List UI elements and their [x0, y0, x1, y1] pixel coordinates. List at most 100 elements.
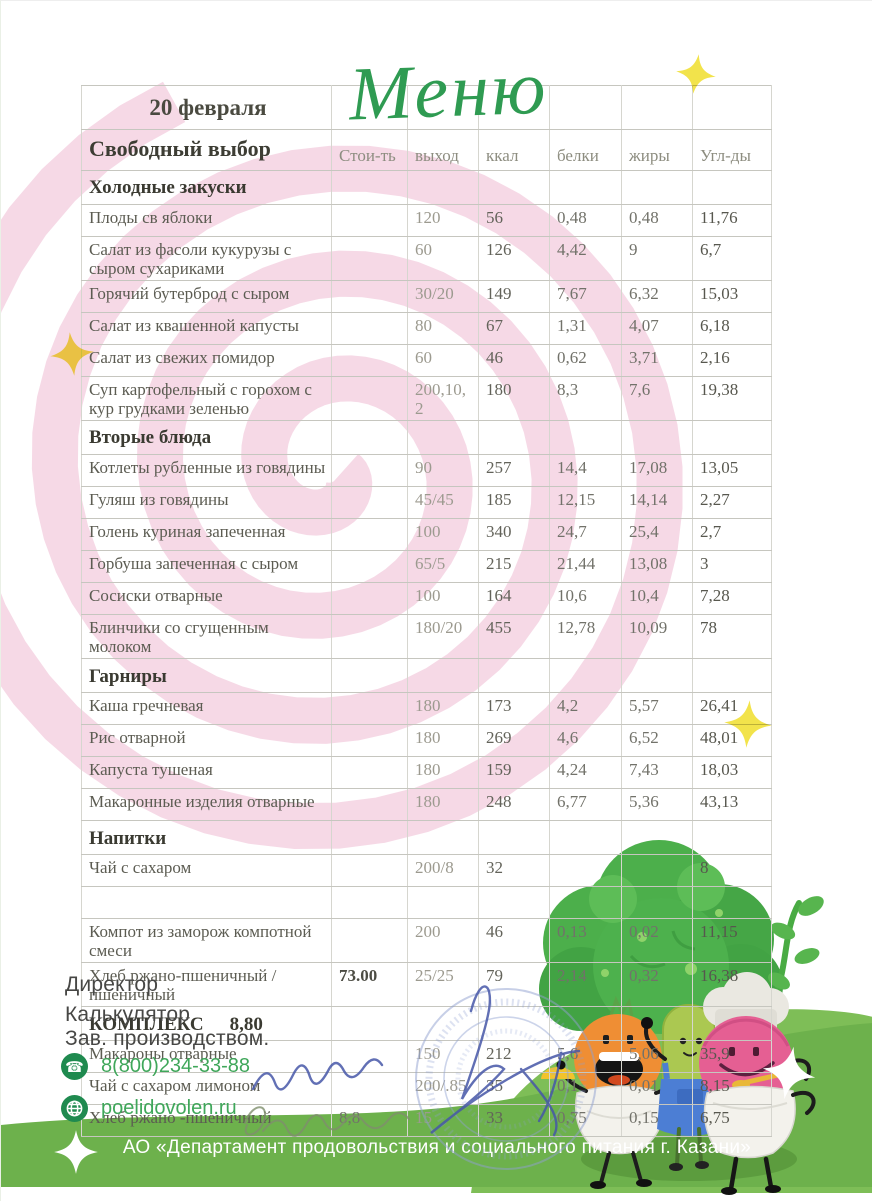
- fat-cell: [621, 170, 693, 205]
- menu-item-row: Блинчики со сгущенным молоком 180/20 455 12…: [81, 614, 772, 660]
- fat-cell: 5,06: [621, 1040, 693, 1074]
- menu-table: 20 февраля Свободный выбор Стои-ть выход к…: [81, 85, 772, 1138]
- menu-date: 20 февраля: [81, 85, 332, 130]
- cost-cell: 8,8: [331, 1104, 408, 1138]
- menu-item-row: Голень куриная запеченная 100 340 24,7 25,4 2…: [81, 518, 772, 552]
- carbs-cell: 7,28: [692, 582, 772, 616]
- column-header-row: Свободный выбор Стои-ть выход ккал белки жир…: [81, 129, 772, 171]
- cost-cell: [331, 518, 408, 552]
- fat-cell: 0,15: [621, 1104, 693, 1138]
- carbs-cell: 3: [692, 550, 772, 584]
- carbs-cell: 6,7: [692, 235, 772, 282]
- carbs-cell: 11,15: [692, 918, 772, 964]
- kcal-cell: 46: [478, 344, 550, 378]
- kcal-cell: 269: [478, 724, 550, 758]
- portion-cell: 65/5: [407, 550, 479, 584]
- menu-section-row: Холодные закуски: [81, 170, 772, 205]
- protein-cell: 5,6: [549, 1040, 622, 1074]
- carbs-cell: [692, 1006, 772, 1042]
- menu-item-row: Салат из квашенной капусты 80 67 1,31 4,07 6,…: [81, 312, 772, 346]
- cost-cell: [331, 820, 408, 856]
- cost-cell: [331, 886, 408, 920]
- dish-name-cell: Котлеты рубленные из говядины: [81, 454, 332, 488]
- portion-cell: 30/20: [407, 280, 479, 314]
- phone-icon: ☎: [61, 1053, 88, 1080]
- dish-name-cell: Салат из фасоли кукурузы с сыром сухарик…: [81, 235, 332, 282]
- menu-table-body: Холодные закуски Плоды св яблоки 120 56 0,48…: [81, 170, 772, 1138]
- carbs-cell: 8: [692, 854, 772, 888]
- dish-name-cell: Горячий бутерброд с сыром: [81, 280, 332, 314]
- fat-cell: 13,08: [621, 550, 693, 584]
- protein-cell: 1,31: [549, 312, 622, 346]
- phone-number[interactable]: 8(800)234-33-88: [101, 1055, 250, 1077]
- dish-name-cell: Вторые блюда: [81, 420, 332, 456]
- website-link[interactable]: poelidovolen.ru: [101, 1097, 237, 1119]
- kcal-cell: 56: [478, 204, 550, 237]
- portion-cell: 45/45: [407, 486, 479, 520]
- protein-cell: 2,14: [549, 962, 622, 1008]
- menu-item-row: Котлеты рубленные из говядины 90 257 14,4 17…: [81, 454, 772, 488]
- menu-section-row: Напитки: [81, 820, 772, 856]
- dish-name-cell: Хлеб ржано-пшеничный /пшеничный: [81, 962, 332, 1008]
- fat-cell: [621, 658, 693, 694]
- fat-cell: 9: [621, 235, 693, 282]
- cost-cell: [331, 692, 408, 726]
- dish-name-cell: Капуста тушеная: [81, 756, 332, 790]
- portion-cell: [407, 170, 479, 205]
- portion-cell: [407, 658, 479, 694]
- kcal-cell: [478, 658, 550, 694]
- cost-cell: [331, 658, 408, 694]
- cost-cell: [331, 918, 408, 964]
- protein-cell: [549, 420, 622, 456]
- protein-cell: 0,75: [549, 1104, 622, 1138]
- kcal-cell: 455: [478, 614, 550, 660]
- carbs-cell: [692, 658, 772, 694]
- fat-cell: 25,4: [621, 518, 693, 552]
- cost-cell: [331, 724, 408, 758]
- kcal-cell: 173: [478, 692, 550, 726]
- cost-cell: [331, 614, 408, 660]
- portion-cell: 90: [407, 454, 479, 488]
- kcal-cell: 248: [478, 788, 550, 822]
- menu-item-row: Салат из свежих помидор 60 46 0,62 3,71 2,16: [81, 344, 772, 378]
- kcal-cell: [478, 886, 550, 920]
- protein-cell: 6,77: [549, 788, 622, 822]
- portion-cell: 200: [407, 918, 479, 964]
- website-row: poelidovolen.ru: [61, 1095, 237, 1122]
- portion-cell: 25/25: [407, 962, 479, 1008]
- cost-cell: [331, 204, 408, 237]
- dish-name-cell: Макаронные изделия отварные: [81, 788, 332, 822]
- globe-icon: [61, 1095, 88, 1122]
- carbs-cell: 26,41: [692, 692, 772, 726]
- dish-name-cell: Компот из заморож компотной смеси: [81, 918, 332, 964]
- carbs-cell: 13,05: [692, 454, 772, 488]
- kcal-cell: 215: [478, 550, 550, 584]
- column-header: Угл-ды: [692, 129, 772, 171]
- protein-cell: [549, 886, 622, 920]
- cost-cell: [331, 1072, 408, 1106]
- column-header: ккал: [478, 129, 550, 171]
- portion-cell: [407, 1006, 479, 1042]
- kcal-cell: 46: [478, 918, 550, 964]
- cost-cell: [331, 550, 408, 584]
- production-manager-label: Зав. производством.: [65, 1027, 270, 1050]
- portion-cell: 60: [407, 235, 479, 282]
- protein-cell: 0,62: [549, 344, 622, 378]
- cost-cell: [331, 788, 408, 822]
- kcal-cell: 35: [478, 1072, 550, 1106]
- carbs-cell: 16,38: [692, 962, 772, 1008]
- protein-cell: 8,3: [549, 376, 622, 422]
- carbs-cell: 6,18: [692, 312, 772, 346]
- menu-item-row: Каша гречневая 180 173 4,2 5,57 26,41: [81, 692, 772, 726]
- protein-cell: 4,2: [549, 692, 622, 726]
- fat-cell: [621, 1006, 693, 1042]
- menu-empty-row: [81, 886, 772, 920]
- kcal-cell: 126: [478, 235, 550, 282]
- fat-cell: [621, 854, 693, 888]
- portion-cell: [407, 820, 479, 856]
- menu-item-row: Чай с сахаром 200/8 32 8: [81, 854, 772, 888]
- cost-cell: [331, 170, 408, 205]
- dish-name-cell: Холодные закуски: [81, 170, 332, 205]
- fat-cell: 17,08: [621, 454, 693, 488]
- carbs-cell: 35,9: [692, 1040, 772, 1074]
